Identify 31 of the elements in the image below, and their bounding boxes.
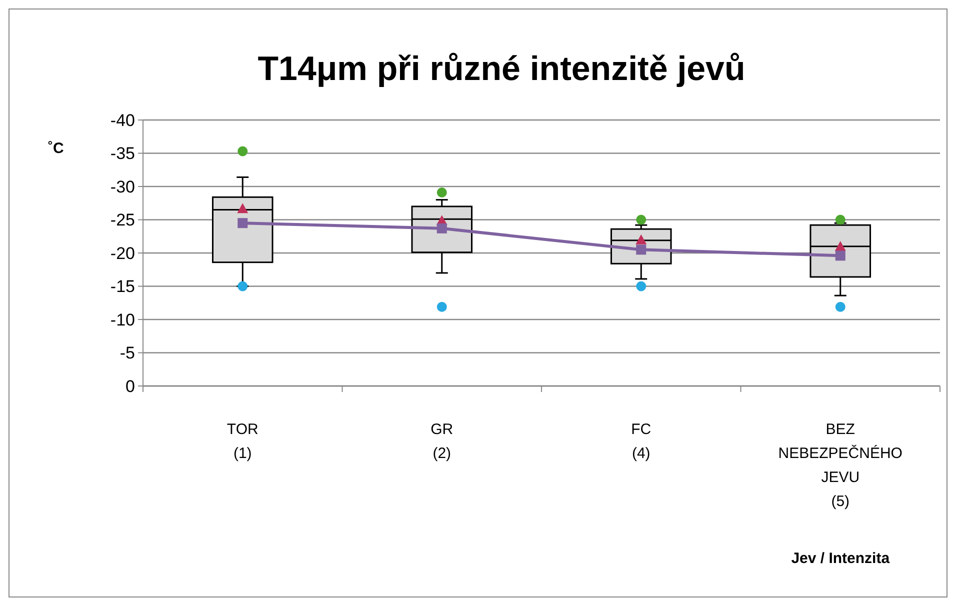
y-tick-label: -40	[110, 110, 135, 130]
x-tick-label: GR (2)	[430, 421, 454, 462]
x-axis-title: Jev / Intenzita	[791, 550, 890, 567]
y-tick-label: -15	[110, 277, 135, 296]
y-tick-label: -10	[110, 310, 135, 330]
y-axis-title: ˚C	[48, 140, 64, 157]
point	[436, 223, 447, 234]
x-tick-label: FC (4)	[631, 421, 652, 462]
point	[436, 187, 447, 198]
point	[636, 244, 646, 255]
point	[238, 146, 248, 156]
y-tick-label: -25	[110, 210, 135, 230]
point	[238, 281, 248, 292]
x-tick-label: TOR (1)	[226, 421, 258, 462]
x-tick-label: BEZ NEBEZPEČNÉHO JEVU (5)	[778, 421, 902, 510]
point	[237, 203, 248, 214]
point	[835, 214, 846, 225]
y-tick-label: 0	[126, 376, 135, 396]
point	[835, 302, 846, 312]
point	[835, 250, 846, 261]
chart-title: T14μm při různé intenzitě jevů	[258, 50, 746, 88]
y-tick-label: -20	[110, 244, 135, 263]
y-tick-label: -5	[120, 344, 135, 363]
y-tick-label: -35	[110, 144, 135, 164]
point	[238, 218, 248, 228]
point	[636, 281, 646, 292]
y-tick-label: -30	[110, 177, 135, 196]
point	[636, 234, 647, 244]
point	[436, 302, 447, 312]
point	[636, 214, 646, 225]
point	[834, 241, 846, 252]
